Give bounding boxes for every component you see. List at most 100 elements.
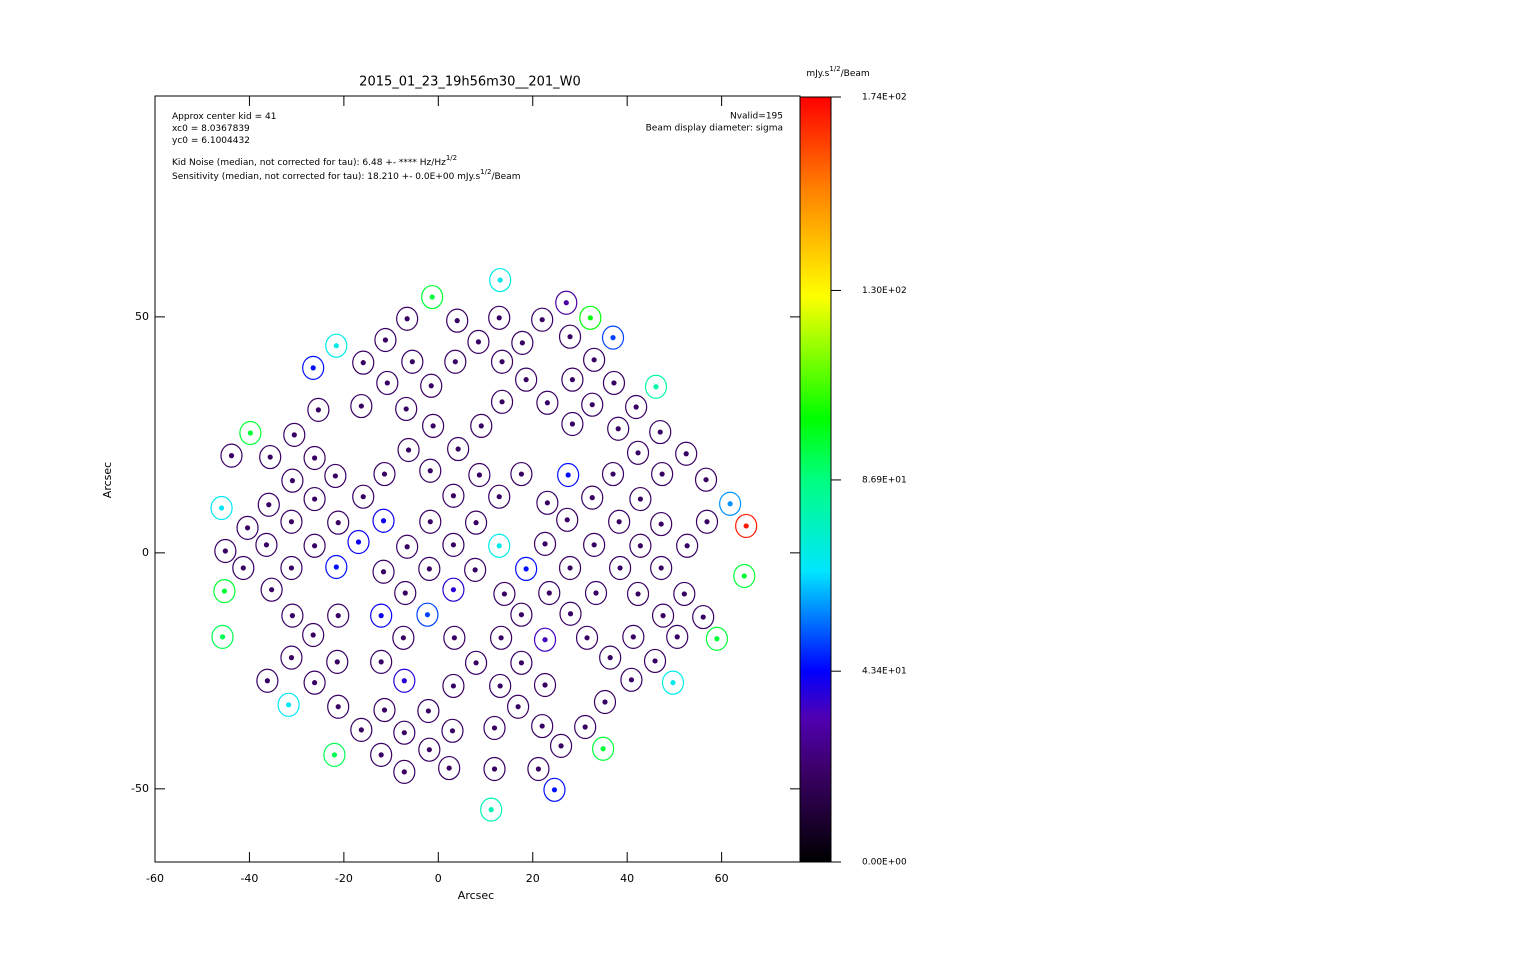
- beam: [464, 510, 488, 535]
- beam: [601, 325, 625, 350]
- kid-point: [535, 766, 542, 772]
- kid-point: [569, 377, 576, 383]
- kid-point: [635, 450, 641, 456]
- beam: [581, 392, 604, 417]
- colorbar: [800, 97, 831, 862]
- kid-point: [637, 496, 644, 502]
- kid-point: [400, 635, 406, 641]
- beam: [559, 601, 582, 626]
- beam: [447, 436, 470, 462]
- kid-point: [591, 542, 597, 548]
- beam: [464, 650, 488, 675]
- annotation: yc0 = 6.1004432: [172, 136, 250, 146]
- kid-point: [658, 565, 664, 571]
- kid-point: [335, 613, 341, 619]
- beam: [259, 444, 282, 470]
- colorbar-tick-label: 1.30E+02: [862, 286, 907, 296]
- kid-point: [450, 587, 457, 593]
- kid-point: [523, 377, 529, 383]
- beam: [510, 461, 533, 487]
- beam: [644, 374, 668, 399]
- kid-point: [405, 447, 412, 453]
- beam: [373, 461, 396, 487]
- beam: [392, 625, 415, 650]
- kid-point: [334, 659, 340, 665]
- kid-point: [607, 655, 613, 661]
- kid-point: [402, 590, 408, 596]
- kid-point: [539, 317, 545, 323]
- kid-point: [617, 565, 623, 571]
- kid-point: [703, 477, 709, 483]
- beam: [536, 390, 559, 415]
- kid-point: [289, 478, 296, 484]
- beam: [211, 624, 234, 649]
- beam: [531, 307, 554, 332]
- kid-point: [637, 543, 644, 549]
- y-tick-label: -50: [131, 782, 149, 795]
- beam: [536, 490, 559, 515]
- kid-point: [449, 728, 456, 734]
- kid-point: [222, 548, 228, 554]
- beam: [649, 419, 672, 445]
- kid-point: [267, 454, 273, 460]
- beam: [493, 581, 516, 607]
- kid-point: [683, 451, 689, 457]
- beam: [507, 694, 530, 719]
- beam: [489, 267, 512, 293]
- beam: [350, 717, 373, 742]
- kid-point: [426, 747, 432, 753]
- beam: [543, 777, 566, 802]
- beam: [556, 507, 579, 532]
- kid-point: [333, 564, 339, 570]
- annotation: Approx center kid = 41: [172, 112, 276, 122]
- kid-point: [727, 501, 733, 507]
- beam: [620, 667, 643, 692]
- kid-point: [401, 730, 407, 736]
- kid-point: [499, 399, 505, 405]
- plot-frame: [154, 95, 801, 863]
- beam: [401, 349, 424, 374]
- beam: [583, 347, 606, 372]
- kid-point: [582, 724, 588, 730]
- kid-point: [454, 318, 460, 324]
- kid-point: [584, 635, 590, 641]
- beam: [422, 413, 445, 439]
- kid-point: [497, 683, 503, 689]
- kid-point: [404, 544, 410, 550]
- x-tick-label: -60: [146, 872, 164, 885]
- kid-point: [404, 316, 410, 322]
- kid-point: [611, 380, 617, 386]
- beam: [350, 393, 373, 419]
- beam: [257, 492, 280, 517]
- beam: [303, 486, 326, 512]
- kid-point: [473, 660, 479, 666]
- kid-point: [403, 406, 409, 412]
- beam: [483, 715, 506, 741]
- beam: [695, 509, 719, 534]
- kid-point: [518, 471, 525, 477]
- colorbar-tick-label: 8.69E+01: [862, 475, 907, 485]
- text-part: xc0 = 8.0367839: [172, 124, 250, 134]
- kid-point: [523, 566, 529, 572]
- kid-point: [335, 704, 341, 710]
- kid-point: [358, 403, 364, 409]
- beam: [327, 510, 350, 535]
- beam: [643, 648, 667, 674]
- kid-point: [218, 505, 225, 511]
- beam: [393, 759, 416, 784]
- annotation: Nvalid=195: [730, 112, 783, 122]
- kid-point: [610, 471, 616, 477]
- kid-point: [564, 517, 570, 523]
- kid-point: [335, 520, 341, 526]
- beam: [325, 333, 348, 358]
- kid-point: [289, 613, 296, 619]
- kid-point: [589, 495, 595, 501]
- kid-point: [247, 430, 253, 436]
- beam: [372, 559, 395, 584]
- kid-point: [332, 473, 338, 479]
- kid-point: [382, 337, 389, 343]
- kid-point: [518, 612, 525, 618]
- kid-point: [498, 635, 504, 641]
